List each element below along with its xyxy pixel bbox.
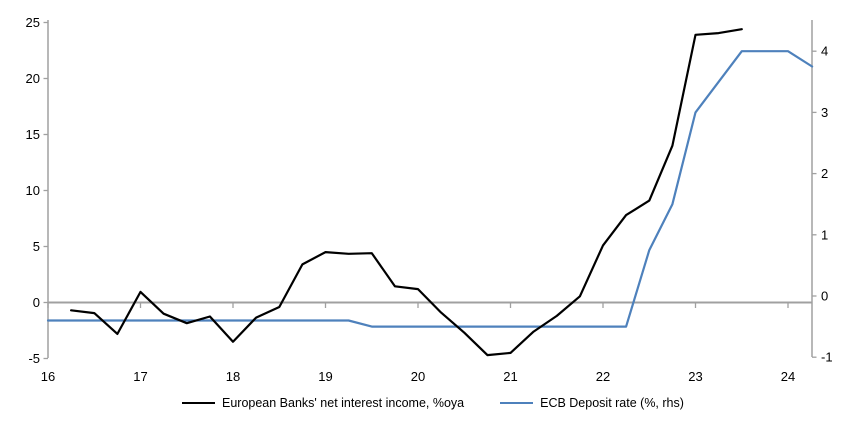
x-axis-tick-label: 21	[503, 369, 517, 384]
x-axis-tick-label: 17	[133, 369, 147, 384]
right-axis-tick-label: 1	[821, 227, 828, 242]
x-axis-tick-label: 18	[226, 369, 240, 384]
x-axis-tick-label: 23	[688, 369, 702, 384]
legend-label-net-interest-income: European Banks' net interest income, %oy…	[222, 396, 465, 410]
right-axis: -1 0 1 2 3 4	[811, 20, 833, 365]
left-axis-tick-label: 20	[26, 71, 40, 86]
series-line-net-interest-income	[69, 28, 743, 357]
right-axis-tick-label: 2	[821, 166, 828, 181]
right-axis-tick-label: 3	[821, 105, 828, 120]
x-axis-tick-label: 16	[41, 369, 55, 384]
x-axis-tick-label: 24	[781, 369, 795, 384]
x-axis-tick-label: 22	[596, 369, 610, 384]
legend-line-swatch-black	[182, 402, 215, 404]
legend-item-ecb-deposit-rate: ECB Deposit rate (%, rhs)	[500, 396, 684, 410]
right-axis-tick-label: -1	[821, 350, 833, 365]
right-axis-tick-label: 0	[821, 289, 828, 304]
left-axis-tick-label: 15	[26, 127, 40, 142]
legend-line-swatch-blue	[500, 402, 534, 404]
chart-legend: European Banks' net interest income, %oy…	[182, 396, 684, 410]
left-axis-tick-label: 0	[33, 295, 40, 310]
right-axis-tick-label: 4	[821, 44, 828, 59]
left-axis-tick-label: 10	[26, 183, 40, 198]
zero-gridline	[47, 301, 812, 308]
series-line-ecb-deposit-rate	[46, 50, 814, 328]
left-axis: -5 0 5 10 15 20 25	[26, 15, 49, 366]
left-axis-tick-label: 25	[26, 15, 40, 30]
left-axis-tick-label: -5	[28, 351, 40, 366]
x-axis-labels: 16 17 18 19 20 21 22 23 24	[41, 369, 795, 384]
x-axis-tick-label: 20	[411, 369, 425, 384]
legend-label-ecb-deposit-rate: ECB Deposit rate (%, rhs)	[540, 396, 684, 410]
left-axis-tick-label: 5	[33, 239, 40, 254]
x-axis-tick-label: 19	[318, 369, 332, 384]
legend-item-net-interest-income: European Banks' net interest income, %oy…	[182, 396, 464, 410]
